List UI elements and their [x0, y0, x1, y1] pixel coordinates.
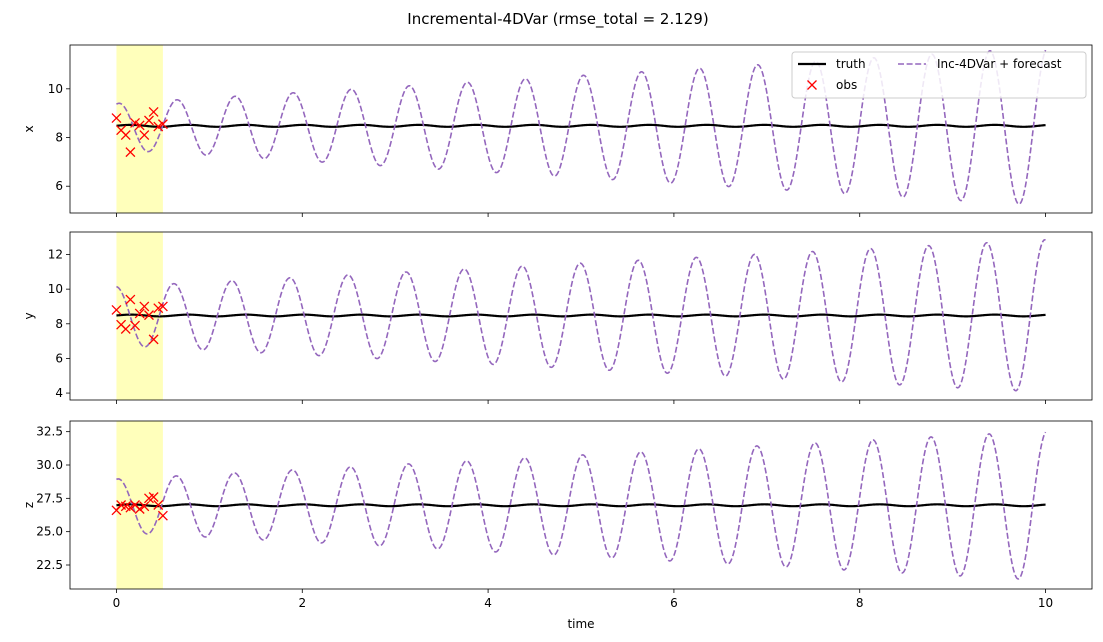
y-tick-label: 30.0 [36, 458, 63, 472]
obs-marker [148, 334, 159, 345]
axes-frame [69, 231, 1093, 401]
obs-marker [120, 324, 131, 334]
x-axis-label: time [567, 617, 594, 631]
forecast-line [116, 239, 1046, 392]
obs-marker [111, 113, 122, 124]
x-tick-label: 6 [670, 596, 678, 610]
truth-line [116, 503, 1046, 508]
obs-marker [130, 320, 140, 331]
forecast-line [116, 431, 1047, 580]
obs-marker [148, 106, 159, 117]
obs-marker [125, 147, 136, 158]
obs-marker [139, 501, 150, 512]
legend-box [791, 51, 1087, 99]
obs-marker [125, 502, 136, 513]
obs-marker [139, 130, 150, 141]
y-tick-label: 32.5 [36, 425, 63, 439]
legend-obs-swatch [807, 80, 817, 90]
legend-truth-label: truth [836, 57, 866, 71]
obs-marker [153, 500, 164, 510]
obs-marker [130, 117, 140, 128]
obs-marker [157, 301, 168, 312]
obs-marker [148, 492, 159, 502]
legend: truth obs Inc-4DVar + forecast [791, 51, 1087, 99]
y-tick-label: 10 [48, 282, 63, 296]
legend-forecast-label: Inc-4DVar + forecast [937, 57, 1062, 71]
obs-marker [153, 121, 164, 132]
y-tick-label: 22.5 [36, 558, 63, 572]
y-axis-label: y [22, 312, 36, 319]
x-tick-label: 0 [113, 596, 121, 610]
y-tick-label: 25.0 [36, 525, 63, 539]
y-axis-label: z [22, 502, 36, 508]
obs-marker [125, 294, 136, 305]
y-tick-label: 27.5 [36, 491, 63, 505]
obs-marker [120, 130, 131, 141]
y-tick-label: 8 [55, 317, 63, 331]
axes-frame [69, 44, 1093, 214]
forecast-line [116, 49, 1047, 205]
x-tick-label: 4 [484, 596, 492, 610]
y-tick-label: 6 [55, 351, 63, 365]
plot-area-z [116, 431, 1047, 580]
truth-line [116, 313, 1046, 318]
obs-marker [157, 119, 168, 130]
obs-marker [134, 120, 145, 131]
y-tick-label: 8 [55, 131, 63, 145]
chart-title: Incremental-4DVar (rmse_total = 2.129) [407, 10, 708, 29]
obs-marker [134, 504, 145, 514]
obs-marker [144, 310, 154, 321]
obs-marker [157, 510, 168, 521]
obs-marker [139, 301, 150, 312]
x-tick-label: 2 [298, 596, 306, 610]
truth-line [116, 123, 1046, 128]
y-tick-label: 6 [55, 179, 63, 193]
obs-marker [144, 115, 154, 126]
plot-area-x [116, 49, 1047, 205]
legend-obs-label: obs [836, 78, 857, 92]
panel-y: 4 6 8 10 12 y [22, 231, 1093, 404]
panel-z: 22.5 25.0 27.5 30.0 32.5 z 0 2 4 6 8 10 [22, 420, 1093, 610]
y-tick-label: 10 [48, 82, 63, 96]
x-tick-label: 10 [1038, 596, 1053, 610]
axes-frame [69, 420, 1093, 590]
y-tick-label: 12 [48, 248, 63, 262]
plot-area-y [116, 239, 1046, 392]
obs-marker [111, 304, 122, 315]
y-axis-label: x [22, 125, 36, 132]
panel-x: 6 8 10 x truth obs Inc-4DVar + forecast [22, 44, 1093, 217]
obs-marker [134, 308, 145, 319]
panels: 6 8 10 x truth obs Inc-4DVar + forecast 4 6 8 10 12… [22, 44, 1093, 610]
x-tick-label: 8 [856, 596, 864, 610]
y-tick-label: 4 [55, 386, 63, 400]
